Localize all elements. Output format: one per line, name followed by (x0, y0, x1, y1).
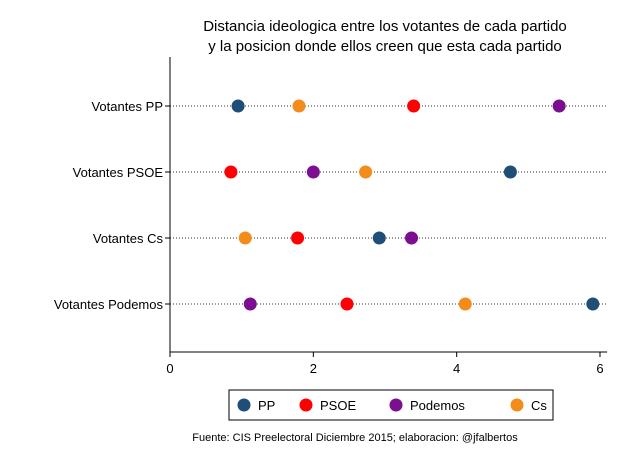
legend-marker-pp (237, 398, 251, 412)
y-tick-label: Votantes Cs (93, 231, 164, 246)
legend-label-cs: Cs (531, 398, 547, 413)
data-point-cs (292, 99, 306, 113)
legend-marker-psoe (299, 398, 313, 412)
data-point-pp (231, 99, 245, 113)
legend: PP PSOE Podemos Cs (228, 389, 554, 421)
data-point-podemos (243, 297, 257, 311)
data-point-psoe (340, 297, 354, 311)
data-point-psoe (224, 165, 238, 179)
source-note: Fuente: CIS Preelectoral Diciembre 2015;… (192, 432, 518, 444)
x-tick-label: 4 (453, 361, 460, 376)
chart-title-line-1: Distancia ideologica entre los votantes … (203, 18, 567, 35)
legend-label-pp: PP (258, 398, 275, 413)
data-point-psoe (407, 99, 421, 113)
data-point-pp (586, 297, 600, 311)
x-tick-label: 0 (166, 361, 173, 376)
data-point-podemos (405, 231, 419, 245)
data-point-cs (238, 231, 252, 245)
legend-label-podemos: Podemos (410, 398, 465, 413)
legend-marker-cs (510, 398, 524, 412)
data-point-podemos (306, 165, 320, 179)
y-tick-label: Votantes Podemos (54, 297, 164, 312)
data-point-cs (458, 297, 472, 311)
data-point-podemos (552, 99, 566, 113)
plot-area: Votantes PP Votantes PSOE Votantes Cs Votan… (54, 57, 608, 376)
x-tick-label: 2 (310, 361, 317, 376)
chart-title-line-2: y la posicion donde ellos creen que esta… (208, 38, 562, 55)
data-point-pp (372, 231, 386, 245)
legend-label-psoe: PSOE (320, 398, 356, 413)
y-tick-label: Votantes PP (91, 99, 163, 114)
data-point-psoe (291, 231, 305, 245)
y-tick-label: Votantes PSOE (73, 165, 164, 180)
data-point-pp (503, 165, 517, 179)
legend-marker-podemos (389, 398, 403, 412)
data-point-cs (359, 165, 373, 179)
x-tick-label: 6 (596, 361, 603, 376)
